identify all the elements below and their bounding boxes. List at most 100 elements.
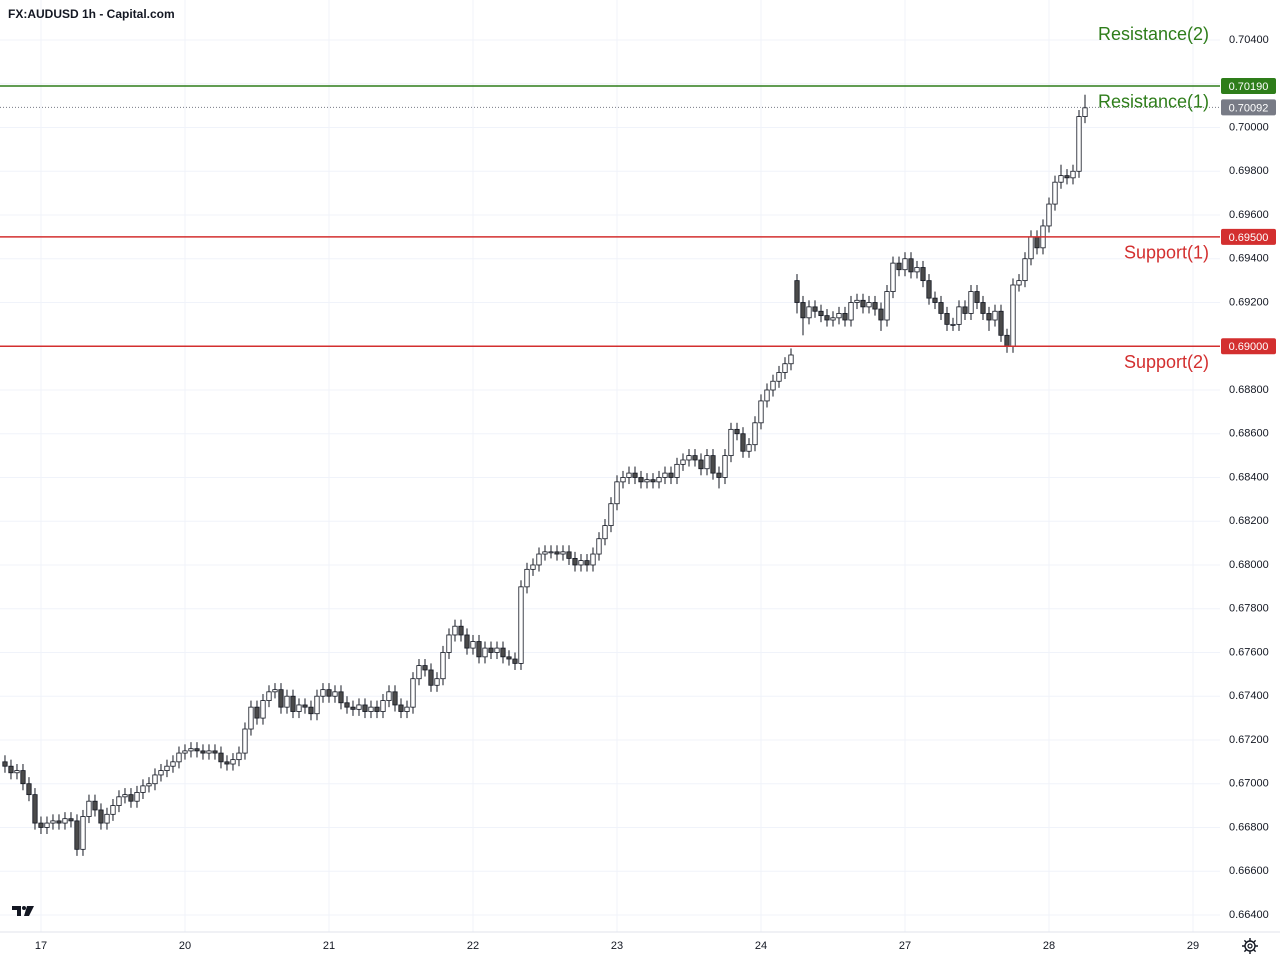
settings-icon[interactable]: [1242, 938, 1258, 954]
candle-body: [1028, 236, 1034, 260]
candle-body: [86, 800, 92, 817]
y-tick-label: 0.67200: [1229, 734, 1269, 746]
candle-body: [80, 816, 86, 850]
level-badge: [1221, 338, 1276, 355]
y-tick-label: 0.68800: [1229, 384, 1269, 396]
candle-body: [968, 291, 974, 314]
chart-title: FX:AUDUSD 1h - Capital.com: [8, 7, 175, 21]
candle-body: [494, 647, 500, 653]
candle-body: [188, 748, 194, 752]
candle-body: [668, 472, 674, 478]
y-tick-label: 0.69200: [1229, 296, 1269, 308]
candle-body: [752, 422, 758, 446]
candle-body: [776, 372, 782, 382]
logo-part: [22, 906, 26, 910]
y-tick-label: 0.66600: [1229, 865, 1269, 877]
candle-body: [812, 306, 818, 312]
candle-body: [578, 560, 584, 566]
candle-body: [1058, 175, 1064, 183]
candle-body: [260, 700, 266, 719]
candle-body: [590, 553, 596, 566]
candle-body: [332, 691, 338, 697]
y-tick-label: 0.69600: [1229, 209, 1269, 221]
candle-body: [134, 792, 140, 802]
candle-body: [662, 472, 668, 478]
candle-body: [296, 704, 302, 712]
level-value-label: 0.69000: [1229, 341, 1269, 353]
candle-body: [824, 315, 830, 321]
level-label: Support(2): [1124, 352, 1209, 372]
candle-body: [248, 706, 254, 730]
candle-body: [176, 752, 182, 763]
candle-body: [956, 306, 962, 325]
candle-body: [410, 678, 416, 708]
candle-body: [98, 809, 104, 824]
candle-body: [554, 551, 560, 555]
candle-body: [692, 455, 698, 461]
candle-body: [992, 310, 998, 321]
candle-body: [512, 658, 518, 664]
candle-body: [704, 455, 710, 470]
last-price-badge: [1221, 99, 1276, 116]
candle-body: [116, 796, 122, 806]
candle-body: [254, 706, 260, 719]
candles: [2, 94, 1088, 856]
candle-body: [14, 770, 20, 774]
candle-body: [278, 689, 284, 708]
candle-body: [908, 258, 914, 273]
candle-body: [464, 634, 470, 649]
candle-body: [8, 765, 14, 774]
candle-body: [728, 428, 734, 457]
candle-body: [638, 477, 644, 483]
candle-body: [368, 706, 374, 712]
candle-body: [224, 761, 230, 765]
candle-body: [626, 472, 632, 478]
candle-body: [1064, 175, 1070, 179]
candle-body: [566, 551, 572, 559]
candle-body: [446, 634, 452, 653]
candle-body: [842, 313, 848, 321]
candle-body: [326, 689, 332, 697]
candle-body: [194, 748, 200, 752]
y-tick-label: 0.68200: [1229, 515, 1269, 527]
candle-body: [212, 750, 218, 754]
candle-body: [644, 479, 650, 483]
candle-body: [848, 302, 854, 321]
candle-body: [362, 704, 368, 712]
candle-body: [38, 822, 44, 828]
candle-body: [416, 665, 422, 680]
candle-body: [242, 728, 248, 754]
candle-body: [572, 558, 578, 566]
candle-body: [236, 752, 242, 761]
candle-body: [92, 800, 98, 811]
candle-body: [1010, 284, 1016, 347]
candle-body: [200, 750, 206, 754]
last-price-label: 0.70092: [1229, 102, 1269, 114]
candle-body: [56, 820, 62, 824]
y-tick-label: 0.67600: [1229, 646, 1269, 658]
candle-body: [932, 297, 938, 303]
candle-body: [272, 689, 278, 693]
x-tick-label: 23: [611, 940, 623, 952]
candle-body: [398, 704, 404, 712]
y-tick-label: 0.67000: [1229, 778, 1269, 790]
candle-body: [974, 291, 980, 303]
candle-body: [50, 820, 56, 824]
candle-body: [488, 647, 494, 653]
candle-body: [536, 553, 542, 566]
candle-body: [320, 689, 326, 697]
candle-body: [650, 479, 656, 483]
candle-body: [128, 794, 134, 802]
candle-body: [506, 656, 512, 660]
candle-body: [1022, 258, 1028, 282]
candle-body: [740, 433, 746, 452]
candle-body: [392, 691, 398, 706]
candle-body: [68, 818, 74, 822]
logo-part: [24, 906, 34, 916]
candle-body: [182, 750, 188, 754]
candle-body: [674, 463, 680, 478]
candle-body: [2, 761, 8, 767]
candle-body: [788, 354, 794, 365]
x-tick-label: 17: [35, 940, 47, 952]
candle-body: [734, 428, 740, 435]
